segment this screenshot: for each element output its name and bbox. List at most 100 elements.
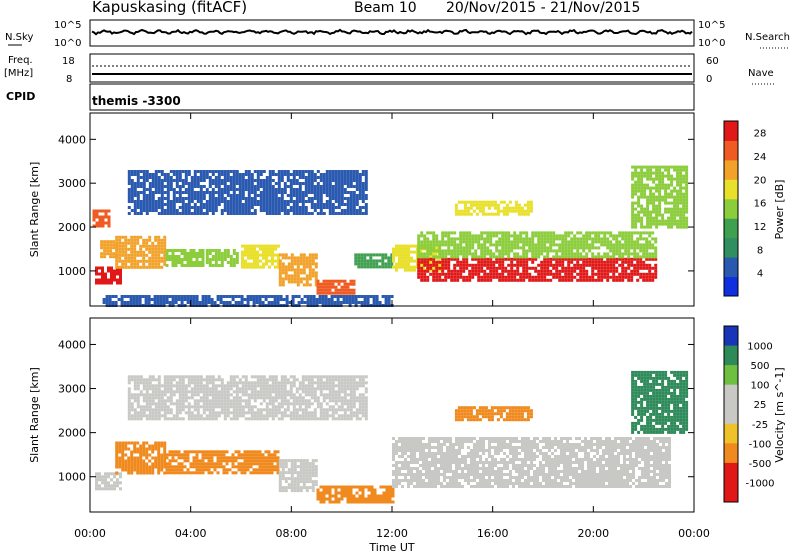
scatter-cell xyxy=(492,266,496,270)
scatter-cell xyxy=(186,264,190,267)
scatter-cell xyxy=(407,265,410,269)
scatter-cell xyxy=(570,249,574,253)
scatter-cell xyxy=(648,263,652,267)
scatter-cell xyxy=(208,176,212,179)
scatter-cell xyxy=(417,275,421,279)
scatter-cell xyxy=(468,272,472,276)
scatter-cell xyxy=(637,213,641,217)
scatter-cell xyxy=(340,194,344,197)
scatter-cell xyxy=(458,440,461,443)
scatter-cell xyxy=(496,209,500,213)
scatter-cell xyxy=(130,253,134,257)
scatter-cell xyxy=(419,440,422,443)
scatter-cell xyxy=(670,192,674,196)
scatter-cell xyxy=(476,473,479,476)
scatter-cell xyxy=(426,231,430,235)
scatter-cell xyxy=(398,440,401,443)
scatter-cell xyxy=(148,244,152,248)
scatter-cell xyxy=(360,253,364,257)
scatter-cell xyxy=(237,295,241,298)
scatter-cell xyxy=(531,278,535,282)
scatter-cell xyxy=(367,497,371,501)
scatter-cell xyxy=(113,475,116,479)
scatter-cell xyxy=(175,197,179,200)
scatter-cell xyxy=(661,195,665,199)
scatter-cell xyxy=(381,256,385,260)
scatter-cell xyxy=(471,234,475,238)
scatter-cell xyxy=(395,244,398,248)
scatter-cell xyxy=(349,182,353,185)
scatter-cell xyxy=(142,185,146,188)
colorbar-segment xyxy=(724,121,738,141)
scatter-cell xyxy=(193,209,197,212)
scatter-cell xyxy=(210,301,214,304)
scatter-cell xyxy=(261,456,265,460)
scatter-cell xyxy=(276,459,280,463)
scatter-cell xyxy=(349,494,353,498)
scatter-cell xyxy=(471,269,475,273)
scatter-cell xyxy=(262,256,265,260)
scatter-cell xyxy=(419,479,422,482)
scatter-cell xyxy=(249,456,253,460)
scatter-cell xyxy=(132,298,136,301)
scatter-cell xyxy=(385,494,389,498)
scatter-cell xyxy=(153,295,157,298)
scatter-cell xyxy=(606,266,610,270)
scatter-cell xyxy=(130,179,134,182)
scatter-cell xyxy=(435,266,439,270)
scatter-cell xyxy=(313,194,317,197)
scatter-cell xyxy=(204,465,208,469)
scatter-cell xyxy=(435,234,439,238)
scatter-cell xyxy=(255,456,259,460)
scatter-cell xyxy=(395,449,398,452)
scatter-cell xyxy=(305,480,309,484)
scatter-cell xyxy=(679,213,683,217)
scatter-cell xyxy=(646,165,650,169)
scatter-cell xyxy=(181,212,185,215)
scatter-cell xyxy=(667,171,671,175)
scatter-cell xyxy=(124,447,128,451)
scatter-cell xyxy=(369,259,373,263)
scatter-cell xyxy=(142,471,146,475)
scatter-cell xyxy=(483,275,487,279)
scatter-cell xyxy=(165,453,169,457)
scatter-cell xyxy=(235,188,239,191)
scatter-cell xyxy=(253,262,256,266)
scatter-cell xyxy=(676,213,680,217)
scatter-cell xyxy=(631,219,635,223)
scatter-cell xyxy=(546,263,550,267)
scatter-cell xyxy=(357,295,361,298)
scatter-cell xyxy=(631,177,635,181)
scatter-cell xyxy=(299,280,303,284)
scatter-cell xyxy=(615,246,619,250)
scatter-cell xyxy=(441,240,445,244)
scatter-cell xyxy=(511,209,515,213)
scatter-cell xyxy=(552,240,556,244)
scatter-cell xyxy=(296,471,300,475)
scatter-cell xyxy=(313,188,317,191)
scatter-cell xyxy=(267,459,271,463)
scatter-cell xyxy=(452,461,455,464)
scatter-cell xyxy=(299,268,303,272)
scatter-cell xyxy=(289,209,293,212)
scatter-cell xyxy=(343,197,347,200)
scatter-cell xyxy=(355,500,359,504)
scatter-cell xyxy=(278,277,282,281)
scatter-cell xyxy=(213,468,217,472)
scatter-cell xyxy=(579,275,583,279)
scatter-cell xyxy=(515,476,518,479)
scatter-cell xyxy=(637,171,641,175)
scatter-cell xyxy=(295,203,299,206)
scatter-cell xyxy=(256,185,260,188)
scatter-cell xyxy=(404,473,407,476)
scatter-cell xyxy=(564,278,568,282)
scatter-cell xyxy=(370,497,374,501)
scatter-cell xyxy=(606,278,610,282)
scatter-cell xyxy=(480,234,484,238)
scatter-cell xyxy=(487,203,491,207)
scatter-cell xyxy=(349,197,353,200)
beam-label: Beam 10 xyxy=(354,0,417,16)
scatter-cell xyxy=(413,244,416,248)
scatter-cell xyxy=(316,176,320,179)
scatter-cell xyxy=(603,237,607,241)
